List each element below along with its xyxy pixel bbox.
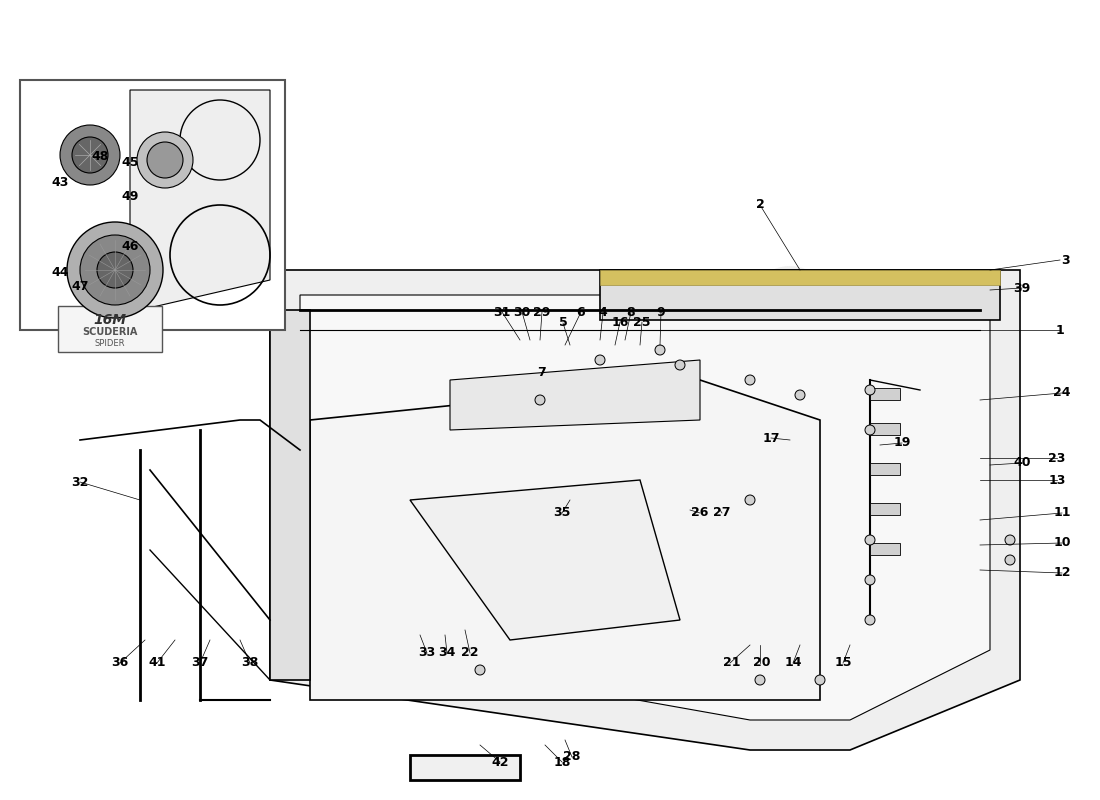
- Circle shape: [865, 575, 874, 585]
- Text: 42: 42: [492, 755, 508, 769]
- Text: 28: 28: [563, 750, 581, 763]
- Text: 1: 1: [1056, 323, 1065, 337]
- Polygon shape: [310, 380, 820, 700]
- Text: 38: 38: [241, 657, 258, 670]
- Circle shape: [865, 385, 874, 395]
- Text: es: es: [720, 228, 920, 412]
- Text: 25: 25: [634, 315, 651, 329]
- Text: 37: 37: [191, 657, 209, 670]
- FancyBboxPatch shape: [20, 80, 285, 330]
- Text: 36: 36: [111, 657, 129, 670]
- Circle shape: [80, 235, 150, 305]
- Text: 85: 85: [800, 366, 940, 494]
- Text: 14: 14: [784, 657, 802, 670]
- Polygon shape: [410, 480, 680, 640]
- Text: 33: 33: [418, 646, 436, 659]
- Circle shape: [745, 495, 755, 505]
- Text: 31: 31: [493, 306, 510, 318]
- Text: 35: 35: [553, 506, 571, 519]
- FancyBboxPatch shape: [870, 503, 900, 515]
- Text: 17: 17: [762, 431, 780, 445]
- Text: SCUDERIA: SCUDERIA: [82, 327, 138, 337]
- Text: 19: 19: [893, 437, 911, 450]
- Text: 30: 30: [514, 306, 530, 318]
- Text: 47: 47: [72, 281, 89, 294]
- Circle shape: [97, 252, 133, 288]
- Circle shape: [865, 425, 874, 435]
- Text: 18: 18: [553, 755, 571, 769]
- Text: 2: 2: [756, 198, 764, 211]
- Text: 6: 6: [576, 306, 585, 318]
- Text: 39: 39: [1013, 282, 1031, 294]
- Text: 20: 20: [754, 657, 771, 670]
- Text: 3: 3: [1060, 254, 1069, 266]
- Text: 5: 5: [559, 317, 568, 330]
- Text: 44: 44: [52, 266, 68, 278]
- Circle shape: [67, 222, 163, 318]
- Circle shape: [1005, 535, 1015, 545]
- Text: 23: 23: [1048, 451, 1066, 465]
- Circle shape: [654, 345, 666, 355]
- Circle shape: [595, 355, 605, 365]
- FancyBboxPatch shape: [870, 543, 900, 555]
- Text: 13: 13: [1048, 474, 1066, 486]
- Polygon shape: [130, 90, 270, 310]
- Text: SPIDER: SPIDER: [95, 338, 125, 347]
- Circle shape: [535, 395, 544, 405]
- Circle shape: [60, 125, 120, 185]
- Text: 43: 43: [52, 175, 68, 189]
- Text: a passion for: a passion for: [607, 418, 792, 542]
- Text: 21: 21: [724, 657, 740, 670]
- Text: 49: 49: [121, 190, 139, 203]
- Circle shape: [72, 137, 108, 173]
- Text: 32: 32: [72, 475, 89, 489]
- Circle shape: [795, 390, 805, 400]
- FancyBboxPatch shape: [870, 463, 900, 475]
- Text: 34: 34: [438, 646, 455, 659]
- Text: 8: 8: [627, 306, 636, 318]
- Text: 48: 48: [91, 150, 109, 163]
- Polygon shape: [270, 270, 1020, 750]
- Circle shape: [138, 132, 192, 188]
- Text: 16: 16: [612, 315, 629, 329]
- Text: 15: 15: [834, 657, 851, 670]
- FancyBboxPatch shape: [870, 423, 900, 435]
- Circle shape: [815, 675, 825, 685]
- Text: 27: 27: [713, 506, 730, 519]
- FancyBboxPatch shape: [270, 310, 310, 680]
- Circle shape: [675, 360, 685, 370]
- Circle shape: [865, 535, 874, 545]
- Text: 29: 29: [534, 306, 551, 318]
- Text: 45: 45: [121, 155, 139, 169]
- Circle shape: [1005, 555, 1015, 565]
- Polygon shape: [450, 360, 700, 430]
- Circle shape: [745, 375, 755, 385]
- Text: 22: 22: [461, 646, 478, 659]
- Text: 16M: 16M: [94, 313, 126, 327]
- Text: 40: 40: [1013, 457, 1031, 470]
- FancyBboxPatch shape: [410, 755, 520, 780]
- Text: 11: 11: [1054, 506, 1070, 519]
- Polygon shape: [600, 270, 1000, 285]
- Text: 26: 26: [691, 506, 708, 519]
- Text: 4: 4: [598, 306, 607, 319]
- Text: 41: 41: [148, 657, 166, 670]
- Polygon shape: [600, 270, 1000, 320]
- Circle shape: [475, 665, 485, 675]
- FancyBboxPatch shape: [58, 306, 162, 352]
- Text: 9: 9: [657, 306, 665, 318]
- Text: 24: 24: [1054, 386, 1070, 399]
- FancyBboxPatch shape: [870, 388, 900, 400]
- Circle shape: [865, 615, 874, 625]
- Circle shape: [755, 675, 764, 685]
- Text: 10: 10: [1054, 537, 1070, 550]
- Polygon shape: [300, 295, 990, 720]
- Text: 12: 12: [1054, 566, 1070, 579]
- Text: 46: 46: [121, 241, 139, 254]
- Text: 7: 7: [538, 366, 547, 378]
- Circle shape: [147, 142, 183, 178]
